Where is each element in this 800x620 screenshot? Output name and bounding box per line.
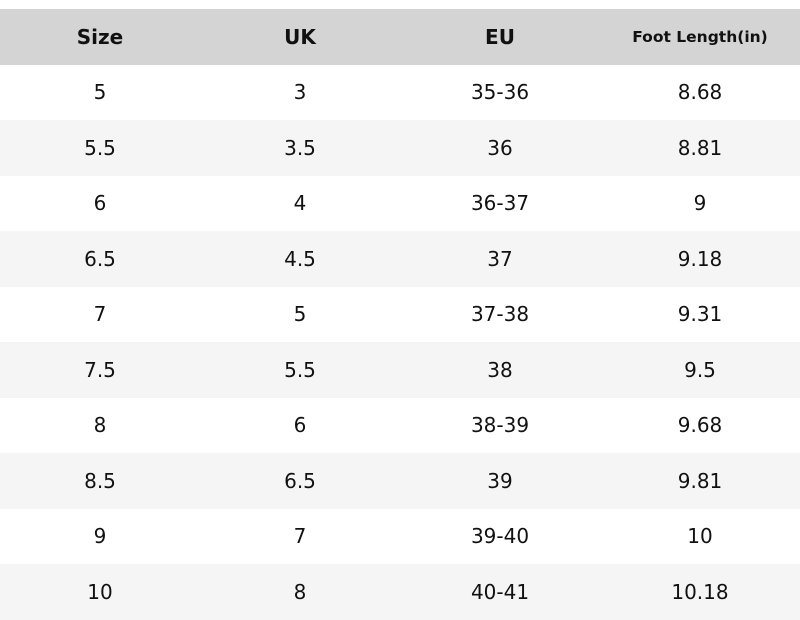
cell-size: 5.5 xyxy=(84,135,116,160)
cell-uk: 4.5 xyxy=(284,246,316,271)
table-row: 8 6 38-39 9.68 xyxy=(0,398,800,454)
cell-eu: 36 xyxy=(487,135,513,160)
cell-eu: 35-36 xyxy=(470,80,530,105)
header-eu: EU xyxy=(485,24,515,49)
cell-eu: 37-38 xyxy=(470,302,530,327)
table-row: 9 7 39-40 10 xyxy=(0,509,800,565)
table-row: 6 4 36-37 9 xyxy=(0,176,800,232)
cell-size: 6.5 xyxy=(84,246,116,271)
table-row: 10 8 40-41 10.18 xyxy=(0,564,800,620)
table-row: 7 5 37-38 9.31 xyxy=(0,287,800,343)
cell-eu: 36-37 xyxy=(470,191,530,216)
cell-foot-length: 9 xyxy=(693,191,707,216)
cell-eu: 38-39 xyxy=(470,413,530,438)
cell-uk: 6 xyxy=(293,413,307,438)
cell-foot-length: 9.5 xyxy=(684,357,716,382)
cell-foot-length: 9.18 xyxy=(677,246,723,271)
cell-size: 7 xyxy=(93,302,107,327)
cell-uk: 3.5 xyxy=(284,135,316,160)
cell-eu: 39 xyxy=(487,468,513,493)
table-header-row: Size UK EU Foot Length(in) xyxy=(0,9,800,65)
cell-uk: 7 xyxy=(293,524,307,549)
cell-foot-length: 9.31 xyxy=(677,302,723,327)
cell-size: 9 xyxy=(93,524,107,549)
cell-foot-length: 9.68 xyxy=(677,413,723,438)
header-foot-length: Foot Length(in) xyxy=(632,27,768,46)
cell-foot-length: 8.81 xyxy=(677,135,723,160)
cell-uk: 3 xyxy=(293,80,307,105)
cell-uk: 4 xyxy=(293,191,307,216)
cell-foot-length: 9.81 xyxy=(677,468,723,493)
table-row: 5.5 3.5 36 8.81 xyxy=(0,120,800,176)
table-row: 5 3 35-36 8.68 xyxy=(0,65,800,121)
cell-size: 7.5 xyxy=(84,357,116,382)
cell-eu: 37 xyxy=(487,246,513,271)
cell-size: 10 xyxy=(87,579,113,604)
cell-size: 6 xyxy=(93,191,107,216)
cell-eu: 40-41 xyxy=(470,579,530,604)
table-row: 8.5 6.5 39 9.81 xyxy=(0,453,800,509)
table-row: 7.5 5.5 38 9.5 xyxy=(0,342,800,398)
cell-uk: 8 xyxy=(293,579,307,604)
header-size: Size xyxy=(76,24,124,49)
cell-size: 5 xyxy=(93,80,107,105)
cell-eu: 38 xyxy=(487,357,513,382)
cell-uk: 5 xyxy=(293,302,307,327)
cell-size: 8 xyxy=(93,413,107,438)
cell-foot-length: 8.68 xyxy=(677,80,723,105)
table-row: 6.5 4.5 37 9.18 xyxy=(0,231,800,287)
cell-foot-length: 10.18 xyxy=(671,579,729,604)
cell-uk: 5.5 xyxy=(284,357,316,382)
header-uk: UK xyxy=(284,24,316,49)
cell-size: 8.5 xyxy=(84,468,116,493)
cell-foot-length: 10 xyxy=(687,524,713,549)
cell-uk: 6.5 xyxy=(284,468,316,493)
size-chart-table: Size UK EU Foot Length(in) 5 3 35-36 8.6… xyxy=(0,9,800,620)
cell-eu: 39-40 xyxy=(470,524,530,549)
